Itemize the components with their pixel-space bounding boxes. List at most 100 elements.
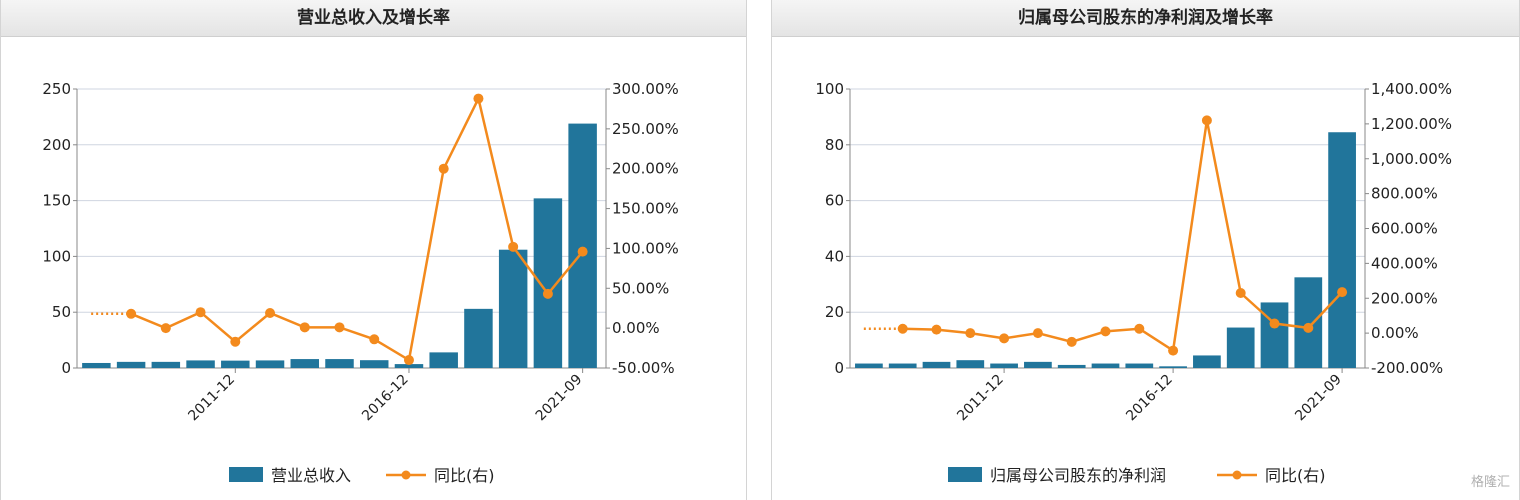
line-point [508, 241, 519, 252]
line-point [1269, 318, 1280, 329]
line-point [1168, 345, 1179, 356]
right-axis-tick-label: 1,200.00% [1371, 115, 1452, 133]
left-axis-tick-label: 100 [42, 247, 71, 265]
bar [498, 249, 528, 368]
left-axis-tick-label: 250 [42, 80, 71, 98]
line-point [542, 288, 553, 299]
line-point [334, 322, 345, 333]
line-point [931, 324, 942, 335]
left-axis-tick-label: 20 [825, 303, 844, 321]
chart-title: 营业总收入及增长率 [1, 0, 746, 37]
revenue-chart: 0 50 100 150 200 250 -50.00% 0.00% 50.00% 100.00%… [42, 80, 679, 485]
line-point [1134, 323, 1145, 334]
left-axis-tick-label: 0 [834, 359, 844, 377]
x-axis-tick-label: 2011-12 [954, 372, 1007, 425]
bar [1125, 363, 1154, 368]
line-point [897, 323, 908, 334]
line-point [999, 333, 1010, 344]
bar [221, 360, 250, 368]
right-axis-tick-label: 200.00% [612, 160, 679, 178]
legend-line-marker [401, 470, 411, 480]
watermark: 格隆汇 [1470, 474, 1510, 489]
right-axis-tick-label: 1,400.00% [1371, 80, 1452, 98]
legend-bar-label: 营业总收入 [271, 466, 351, 485]
bar [290, 359, 320, 368]
right-axis-tick-label: 800.00% [1371, 185, 1438, 203]
bar [151, 361, 181, 368]
line-point [369, 334, 380, 345]
line-point [195, 307, 206, 318]
bar [922, 361, 951, 368]
left-axis-tick-label: 200 [42, 136, 71, 154]
line-series [902, 120, 1344, 353]
bar [956, 360, 985, 368]
right-axis-tick-label: 150.00% [612, 200, 679, 218]
right-axis-tick-label: 100.00% [612, 239, 679, 257]
bar [1226, 327, 1255, 368]
x-axis-tick-label: 2021-09 [533, 372, 586, 425]
line-point [403, 355, 414, 366]
legend-bar-swatch [948, 467, 982, 482]
line-point [160, 323, 171, 334]
line-point [299, 322, 310, 333]
line-point [1303, 322, 1314, 333]
net-profit-chart: 0 20 40 60 80 100 -200.00% 0.00% 200.00% 400.00% 6… [815, 80, 1452, 485]
line-point [965, 328, 976, 339]
bar [568, 123, 597, 368]
line-point [1201, 115, 1212, 126]
left-axis-tick-label: 100 [815, 80, 844, 98]
bar [1260, 302, 1289, 368]
revenue-chart-panel: 营业总收入及增长率 0 50 100 150 200 250 -50.00% 0.00% 50.… [0, 0, 747, 500]
bar [359, 360, 389, 368]
bar [990, 363, 1018, 368]
legend-bar-label: 归属母公司股东的净利润 [990, 466, 1166, 485]
line-point [1066, 336, 1077, 347]
right-axis-tick-label: 300.00% [612, 80, 679, 98]
right-axis-tick-label: 0.00% [612, 319, 660, 337]
left-axis-tick-label: 60 [825, 192, 844, 210]
right-axis-tick-label: 0.00% [1371, 324, 1419, 342]
right-axis-tick-label: 400.00% [1371, 254, 1438, 272]
line-series [130, 94, 584, 363]
bar [1328, 132, 1356, 368]
bar [394, 364, 424, 368]
bar [1091, 363, 1120, 368]
right-axis-tick-label: 50.00% [612, 279, 669, 297]
bar [1024, 361, 1052, 368]
bar [1159, 366, 1187, 368]
bar [82, 362, 111, 368]
bar [255, 360, 285, 368]
bar [116, 361, 146, 368]
x-axis-tick-label: 2011-12 [185, 372, 238, 425]
legend-line-marker [1232, 470, 1242, 480]
bar [1057, 364, 1086, 368]
line-point [1235, 288, 1246, 299]
left-axis-tick-label: 150 [42, 192, 71, 210]
right-axis-tick-label: 600.00% [1371, 220, 1438, 238]
right-axis-tick-label: 1,000.00% [1371, 150, 1452, 168]
left-axis-tick-label: 50 [52, 303, 71, 321]
bar [855, 363, 883, 368]
right-axis-tick-label: -50.00% [612, 359, 675, 377]
x-axis-tick-label: 2021-09 [1292, 372, 1345, 425]
chart-title: 归属母公司股东的净利润及增长率 [772, 0, 1519, 37]
left-axis-tick-label: 40 [825, 247, 844, 265]
bar [186, 360, 215, 368]
line-point [1337, 287, 1348, 298]
right-axis-tick-label: 250.00% [612, 120, 679, 138]
line-point [438, 163, 449, 174]
line-point [1100, 326, 1111, 337]
bar [1193, 355, 1221, 368]
line-point [1032, 328, 1043, 339]
legend-bar-swatch [229, 467, 263, 482]
line-point [473, 93, 484, 104]
net-profit-chart-panel: 归属母公司股东的净利润及增长率 0 20 40 60 80 100 -200.00% 0.00… [771, 0, 1520, 500]
x-axis-tick-label: 2016-12 [359, 372, 412, 425]
legend-line-label: 同比(右) [1265, 466, 1326, 485]
bar [888, 363, 917, 368]
x-axis-tick-label: 2016-12 [1123, 372, 1176, 425]
left-axis-tick-label: 0 [61, 359, 71, 377]
legend-line-label: 同比(右) [434, 466, 495, 485]
line-point [126, 308, 137, 319]
left-axis-tick-label: 80 [825, 136, 844, 154]
